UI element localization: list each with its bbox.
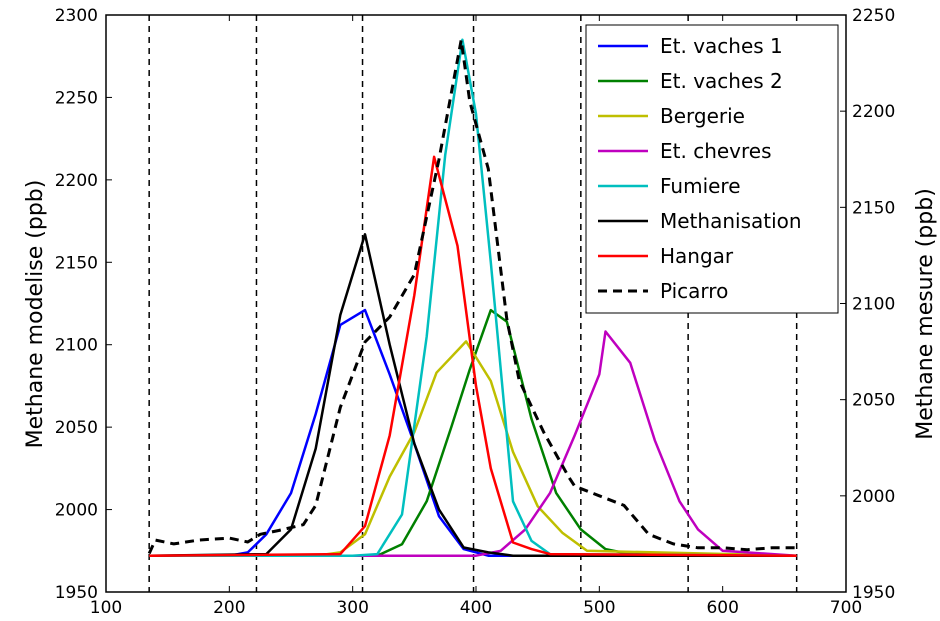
series-line-et-chevres <box>149 330 797 557</box>
x-tick-label: 700 <box>830 598 862 618</box>
x-tick-label: 500 <box>583 598 615 618</box>
legend-label: Hangar <box>660 244 734 268</box>
left-y-axis-label: Methane modelise (ppb) <box>23 180 48 449</box>
x-tick-label: 200 <box>213 598 245 618</box>
legend-label: Fumiere <box>660 174 741 198</box>
y-tick-label: 1950 <box>55 583 98 603</box>
x-axis-ticks: 100 200 300 400 500 600 700 <box>90 15 862 618</box>
y2-tick-label: 2250 <box>852 6 895 26</box>
legend-box <box>585 24 839 314</box>
series-line-fumiere <box>149 38 797 557</box>
x-tick-label: 100 <box>90 598 122 618</box>
y2-tick-label: 2200 <box>852 102 895 122</box>
series-layer <box>147 38 797 557</box>
series-line-methanisation <box>149 233 797 557</box>
x-tick-label: 400 <box>460 598 492 618</box>
y-tick-label: 2300 <box>55 6 98 26</box>
y-tick-label: 2050 <box>55 418 98 438</box>
left-y-axis-ticks: 1950 2000 2050 2100 2150 2200 2250 2300 <box>55 6 112 603</box>
y-tick-label: 2100 <box>55 336 98 356</box>
y2-tick-label: 2150 <box>852 198 895 218</box>
series-line-et-vaches-2 <box>149 308 797 557</box>
legend: Et. vaches 1 Et. vaches 2 Bergerie Et. chev… <box>585 24 839 314</box>
right-y-axis-label: Methane mesure (ppb) <box>913 188 938 440</box>
y2-tick-label: 2050 <box>852 391 895 411</box>
legend-label: Methanisation <box>660 209 802 233</box>
x-tick-label: 600 <box>706 598 738 618</box>
series-line-hangar <box>149 155 797 557</box>
y-tick-label: 2150 <box>55 253 98 273</box>
y-tick-label: 2000 <box>55 501 98 521</box>
legend-label: Et. chevres <box>660 139 772 163</box>
series-line-picarro <box>147 38 797 555</box>
legend-label: Bergerie <box>660 104 745 128</box>
legend-label: Picarro <box>660 279 728 303</box>
x-tick-label: 300 <box>336 598 368 618</box>
y-tick-label: 2200 <box>55 171 98 191</box>
legend-label: Et. vaches 2 <box>660 69 783 93</box>
y2-tick-label: 1950 <box>852 583 895 603</box>
y-tick-label: 2250 <box>55 88 98 108</box>
y2-tick-label: 2100 <box>852 295 895 315</box>
y2-tick-label: 2000 <box>852 487 895 507</box>
legend-label: Et. vaches 1 <box>660 34 783 58</box>
right-y-axis-ticks: 1950 2000 2050 2100 2150 2200 2250 <box>840 6 895 603</box>
